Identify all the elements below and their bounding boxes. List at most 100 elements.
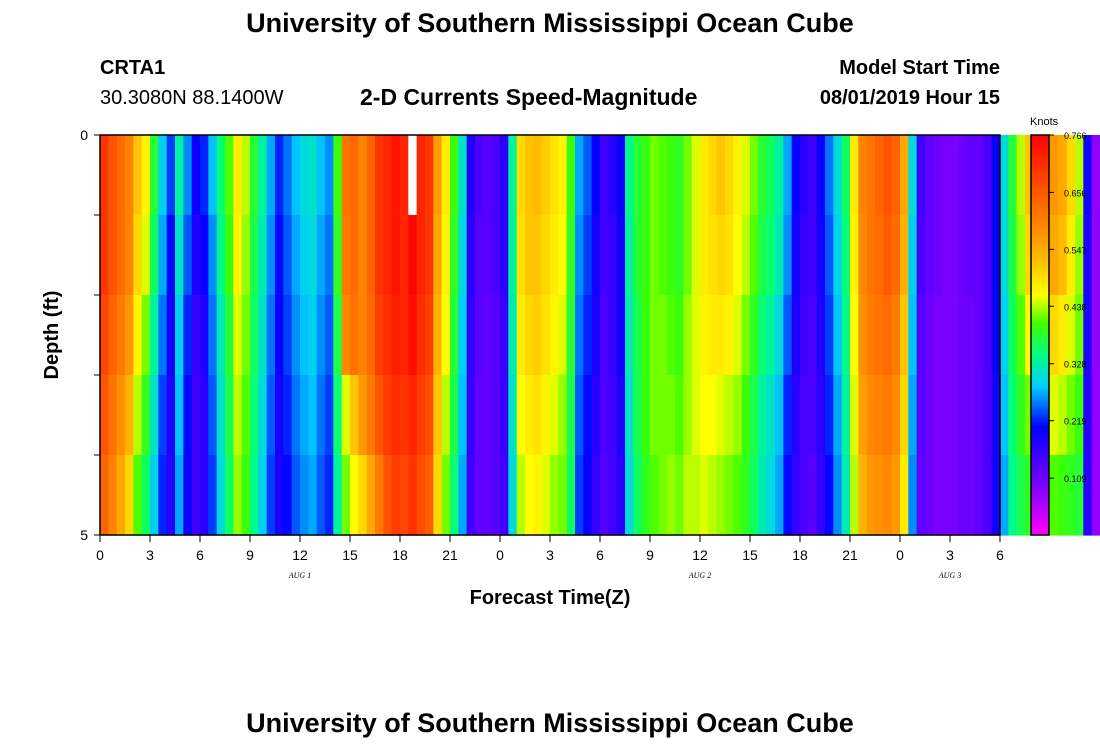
heatmap-cell: [241, 455, 251, 536]
heatmap-cell: [208, 375, 218, 456]
heatmap-cell: [816, 135, 826, 216]
heatmap-cell: [400, 295, 409, 376]
heatmap-cell: [808, 295, 818, 376]
heatmap-cell: [808, 215, 818, 296]
heatmap-cell: [558, 375, 568, 456]
heatmap-cell: [575, 375, 584, 456]
heatmap-cell: [233, 215, 243, 296]
heatmap-cell: [141, 215, 151, 296]
heatmap-cell: [508, 135, 518, 216]
heatmap-cell: [900, 295, 909, 376]
heatmap-cell: [716, 215, 726, 296]
heatmap-cell: [466, 135, 476, 216]
heatmap-cell: [791, 455, 801, 536]
heatmap-cell: [358, 215, 368, 296]
heatmap-cell: [325, 375, 334, 456]
heatmap-cell: [541, 375, 551, 456]
heatmap-cell: [916, 295, 926, 376]
heatmap-cell: [491, 455, 501, 536]
heatmap-cell: [1050, 455, 1059, 536]
heatmap-cell: [666, 455, 676, 536]
heatmap-cell: [1091, 295, 1100, 376]
heatmap-cell: [1050, 135, 1059, 216]
heatmap-cell: [950, 135, 959, 216]
heatmap-cell: [325, 135, 334, 216]
heatmap-cell: [558, 135, 568, 216]
heatmap-cell: [858, 295, 868, 376]
heatmap-cell: [916, 455, 926, 536]
heatmap-cell: [825, 215, 834, 296]
heatmap-cell: [516, 295, 526, 376]
heatmap-cell: [800, 455, 809, 536]
heatmap-cell: [108, 375, 118, 456]
heatmap-cell: [425, 135, 434, 216]
heatmap-cell: [525, 135, 534, 216]
heatmap-cell: [1000, 215, 1009, 296]
heatmap-cell: [425, 215, 434, 296]
heatmap-cell: [625, 375, 634, 456]
heatmap-cell: [633, 135, 643, 216]
heatmap-cell: [758, 215, 768, 296]
heatmap-cell: [1050, 295, 1059, 376]
heatmap-cell: [575, 135, 584, 216]
heatmap-cell: [400, 375, 409, 456]
heatmap-cell: [633, 215, 643, 296]
heatmap-cell: [991, 295, 1001, 376]
heatmap-cell: [350, 135, 359, 216]
heatmap-cell: [475, 375, 484, 456]
heatmap-cell: [166, 375, 176, 456]
heatmap-cell: [833, 215, 843, 296]
heatmap-cell: [875, 295, 884, 376]
heatmap-cell: [316, 375, 326, 456]
heatmap-cell: [366, 455, 376, 536]
heatmap-cell: [908, 375, 918, 456]
heatmap-cell: [1025, 135, 1034, 216]
heatmap-cell: [325, 455, 334, 536]
heatmap-cell: [583, 375, 593, 456]
heatmap-cell: [166, 455, 176, 536]
heatmap-cell: [991, 135, 1001, 216]
heatmap-cell: [950, 215, 959, 296]
heatmap-cell: [966, 295, 976, 376]
heatmap-cell: [458, 135, 468, 216]
heatmap-cell: [925, 295, 934, 376]
heatmap-cell: [266, 215, 276, 296]
heatmap-cell: [691, 375, 701, 456]
heatmap-cell: [583, 455, 593, 536]
heatmap-cell: [666, 135, 676, 216]
heatmap-cell: [133, 135, 143, 216]
heatmap-cell: [283, 295, 293, 376]
heatmap-cell: [750, 135, 759, 216]
heatmap-cell: [900, 215, 909, 296]
heatmap-cell: [1083, 455, 1093, 536]
heatmap-cell: [983, 135, 993, 216]
heatmap-cell: [700, 455, 709, 536]
x-tick-label: 0: [96, 547, 104, 563]
heatmap-cell: [758, 455, 768, 536]
heatmap-cell: [566, 455, 576, 536]
heatmap-cell: [225, 135, 234, 216]
heatmap-cell: [1066, 455, 1076, 536]
heatmap-cell: [608, 135, 618, 216]
heatmap-cell: [666, 375, 676, 456]
heatmap-cell: [108, 215, 118, 296]
heatmap-cell: [208, 295, 218, 376]
heatmap-cell: [883, 375, 893, 456]
heatmap-cell: [316, 215, 326, 296]
heatmap-cell: [725, 215, 734, 296]
heatmap-cell: [983, 455, 993, 536]
heatmap-cell: [391, 215, 401, 296]
heatmap-cell: [625, 135, 634, 216]
heatmap-cell: [250, 215, 259, 296]
heatmap-cell: [433, 135, 443, 216]
heatmap-cell: [150, 375, 159, 456]
heatmap-cell: [716, 455, 726, 536]
heatmap-cell: [583, 295, 593, 376]
heatmap-cell: [391, 375, 401, 456]
heatmap-cell: [458, 455, 468, 536]
heatmap-cell: [333, 295, 343, 376]
heatmap-cell: [733, 375, 743, 456]
heatmap-cell: [433, 455, 443, 536]
model-start-label: Model Start Time: [839, 57, 1000, 79]
heatmap-cell: [783, 375, 793, 456]
